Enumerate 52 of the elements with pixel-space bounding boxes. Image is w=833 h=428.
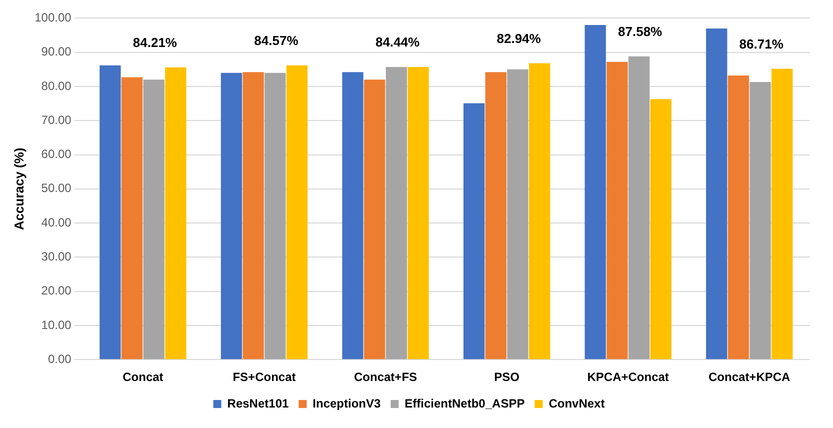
x-tick-label: PSO	[494, 370, 520, 384]
bar	[528, 63, 550, 360]
bar	[628, 56, 650, 360]
y-tick-label: 70.00	[41, 112, 72, 127]
annotation: 84.44%	[375, 34, 420, 50]
y-tick-label: 0.00	[48, 352, 72, 366]
x-tick-label: Concat	[122, 370, 164, 384]
legend-label: EfficientNetb0_ASPP	[404, 396, 525, 410]
bar	[286, 65, 308, 360]
bar	[463, 103, 485, 360]
bar	[408, 67, 429, 360]
y-tick-label: 50.00	[41, 181, 72, 196]
x-tick-label: KPCA+Concat	[587, 370, 669, 384]
bar	[386, 67, 408, 360]
annotation: 87.58%	[618, 24, 663, 40]
y-tick-label: 40.00	[41, 215, 72, 230]
y-tick-label: 80.00	[41, 78, 72, 93]
bar	[220, 72, 242, 360]
annotation: 84.57%	[254, 32, 299, 48]
y-tick-label: 60.00	[41, 147, 72, 162]
y-tick-label: 90.00	[41, 44, 72, 59]
legend-label: InceptionV3	[312, 396, 381, 410]
bar	[507, 69, 528, 360]
x-tick-label: FS+Concat	[232, 370, 296, 384]
legend-label: ConvNext	[548, 396, 605, 410]
x-tick-label: Concat+KPCA	[708, 370, 791, 384]
bar	[650, 99, 672, 360]
bar	[772, 68, 793, 360]
bar	[750, 82, 771, 360]
annotation: 82.94%	[496, 30, 542, 46]
bar	[165, 67, 186, 360]
bar	[706, 28, 728, 360]
annotation: 86.71%	[739, 36, 784, 52]
bar	[584, 25, 606, 360]
bar	[242, 72, 264, 360]
x-tick-label: Concat+FS	[354, 370, 418, 384]
y-tick-label: 20.00	[41, 284, 72, 298]
bar	[728, 76, 750, 360]
y-tick-label: 100.00	[34, 10, 72, 25]
annotation: 84.21%	[132, 34, 178, 50]
y-axis-title: Accuracy (%)	[11, 148, 26, 230]
bar	[364, 80, 386, 360]
y-tick-label: 30.00	[41, 249, 72, 264]
bar	[121, 77, 143, 360]
bar	[100, 65, 121, 360]
legend-label: ResNet101	[227, 396, 289, 410]
bar	[342, 72, 364, 360]
bar	[485, 72, 506, 360]
y-tick-label: 10.00	[41, 318, 72, 332]
bar	[606, 62, 628, 360]
bar	[143, 80, 164, 360]
bar	[264, 72, 286, 360]
